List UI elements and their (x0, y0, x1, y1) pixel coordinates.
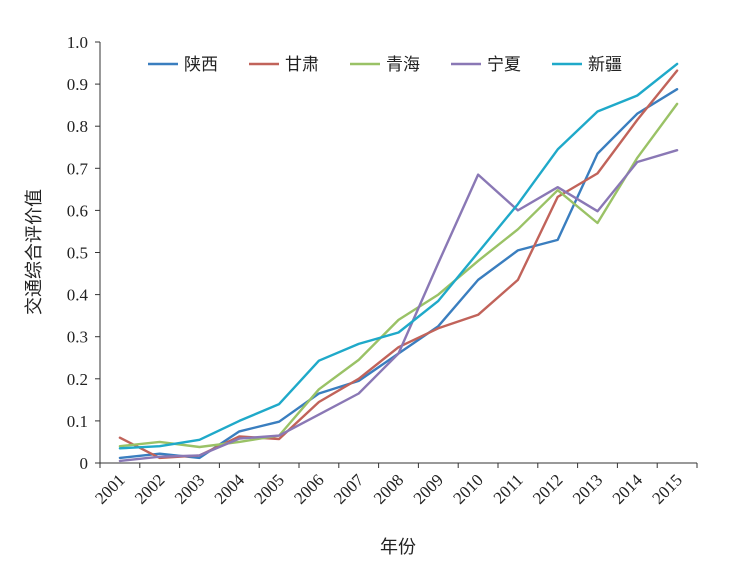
x-tick-label: 2014 (609, 470, 647, 508)
y-tick-label: 0.9 (67, 75, 88, 94)
x-tick-label: 2012 (529, 470, 566, 507)
legend-label-3: 宁夏 (487, 55, 521, 75)
y-tick-label: 0.2 (67, 370, 88, 389)
series-line-4 (118, 62, 679, 450)
legend-label-4: 新疆 (588, 55, 622, 75)
y-tick-label: 0.7 (67, 159, 89, 178)
series-line-3 (118, 148, 679, 463)
x-tick-label: 2005 (250, 470, 287, 507)
x-tick-label: 2015 (648, 470, 685, 507)
y-tick-label: 0.1 (67, 412, 88, 431)
legend-label-1: 甘肃 (285, 55, 319, 75)
y-tick-label: 0.3 (67, 328, 88, 347)
x-tick-label: 2010 (449, 470, 486, 507)
y-tick-label: 0.6 (67, 201, 88, 220)
x-tick-label: 2011 (490, 470, 527, 507)
x-tick-label: 2009 (410, 470, 447, 507)
series-line-1 (118, 69, 679, 460)
y-tick-label: 1.0 (67, 33, 88, 52)
x-axis-title: 年份 (380, 537, 416, 558)
y-tick-label: 0.8 (67, 117, 88, 136)
x-tick-label: 2004 (211, 470, 249, 508)
x-tick-label: 2006 (290, 470, 327, 507)
series-line-2 (118, 102, 679, 449)
x-tick-label: 2007 (330, 470, 368, 508)
legend-label-0: 陕西 (184, 55, 218, 75)
y-tick-label: 0.4 (67, 286, 89, 305)
y-tick-label: 0 (80, 454, 89, 473)
series-lines (118, 62, 679, 463)
x-tick-label: 2008 (370, 470, 407, 507)
y-tick-label: 0.5 (67, 244, 88, 263)
series-line-0 (118, 87, 679, 460)
y-axis-title: 交通综合评价值 (24, 189, 45, 315)
legend-label-2: 青海 (386, 55, 420, 75)
x-tick-label: 2013 (569, 470, 606, 507)
x-tick-label: 2001 (91, 470, 128, 507)
legend: 陕西 甘肃 青海 宁夏 新疆 (148, 55, 622, 75)
x-tick-label: 2002 (131, 470, 168, 507)
x-tick-label: 2003 (171, 470, 208, 507)
